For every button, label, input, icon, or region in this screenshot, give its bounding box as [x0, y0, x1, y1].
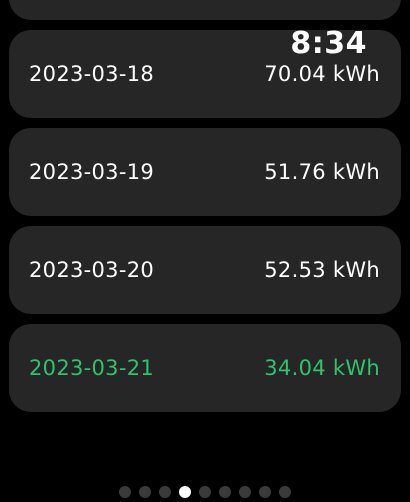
row-energy-value: 34.04 kWh: [264, 356, 380, 380]
page-indicator[interactable]: [119, 486, 291, 498]
list-item[interactable]: 2023-03-18 70.04 kWh: [9, 30, 401, 118]
list-item-partial[interactable]: [9, 0, 401, 20]
page-dot: [119, 486, 131, 498]
page-dot: [279, 486, 291, 498]
list-item-current[interactable]: 2023-03-21 34.04 kWh: [9, 324, 401, 412]
page-dot: [139, 486, 151, 498]
page-dot: [259, 486, 271, 498]
page-dot: [219, 486, 231, 498]
row-date: 2023-03-18: [29, 62, 155, 86]
status-time: 8:34: [290, 26, 367, 61]
list-item[interactable]: 2023-03-19 51.76 kWh: [9, 128, 401, 216]
row-energy-value: 70.04 kWh: [264, 62, 380, 86]
row-energy-value: 52.53 kWh: [264, 258, 380, 282]
row-energy-value: 51.76 kWh: [264, 160, 380, 184]
row-date: 2023-03-21: [29, 356, 155, 380]
row-date: 2023-03-19: [29, 160, 155, 184]
row-date: 2023-03-20: [29, 258, 155, 282]
page-dot: [199, 486, 211, 498]
page-dot: [159, 486, 171, 498]
page-dot-active: [179, 486, 191, 498]
list-item[interactable]: 2023-03-20 52.53 kWh: [9, 226, 401, 314]
page-dot: [239, 486, 251, 498]
